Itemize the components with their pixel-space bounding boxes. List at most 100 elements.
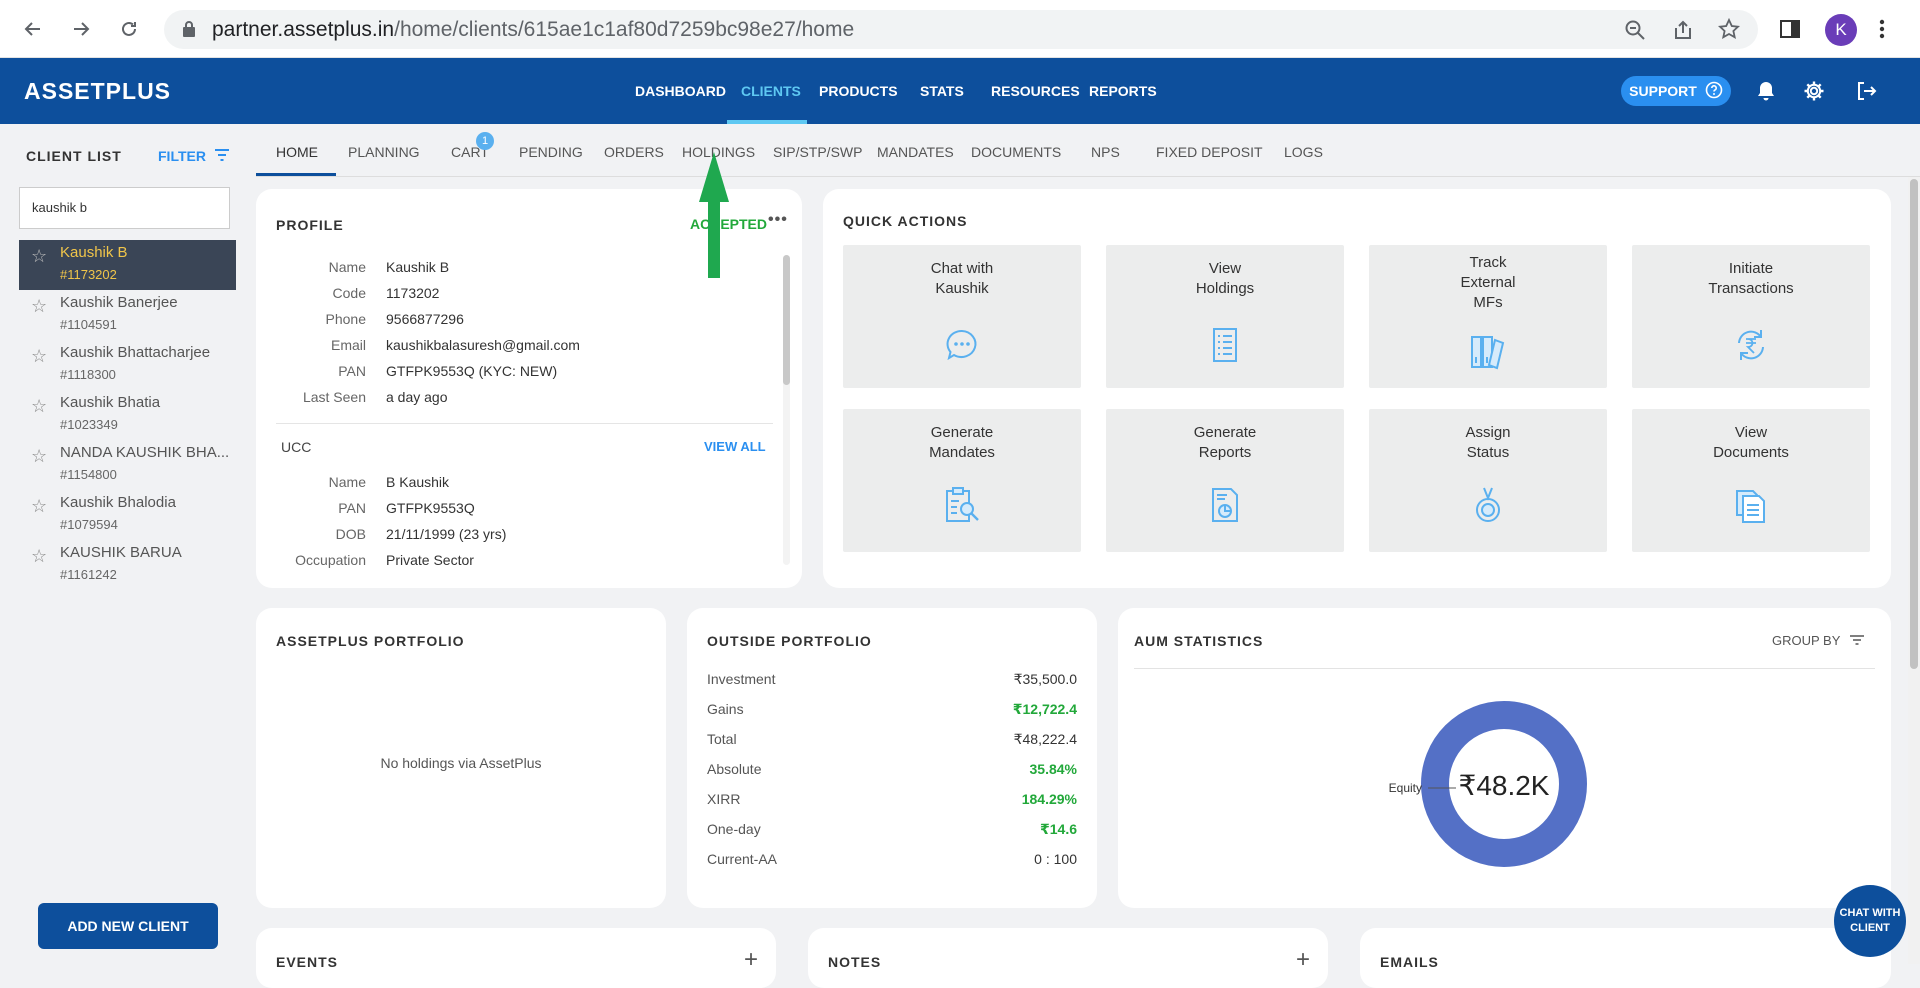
tab-fixed-deposit[interactable]: FIXED DEPOSIT: [1156, 144, 1263, 160]
nav-dashboard[interactable]: DASHBOARD: [635, 83, 726, 99]
client-item[interactable]: ☆ Kaushik B #1173202: [19, 240, 236, 290]
client-item[interactable]: ☆ Kaushik Banerjee #1104591: [19, 290, 236, 340]
outside-portfolio-title: OUTSIDE PORTFOLIO: [707, 633, 872, 649]
client-name: KAUSHIK BARUA: [60, 544, 182, 561]
star-icon[interactable]: ☆: [31, 346, 48, 366]
action-label: View Documents: [1713, 424, 1789, 461]
client-item[interactable]: ☆ Kaushik Bhalodia #1079594: [19, 490, 236, 540]
chat-with-client-action[interactable]: Chat with Kaushik: [843, 245, 1081, 388]
group-by-button[interactable]: GROUP BY: [1772, 633, 1865, 648]
notes-card: NOTES +: [808, 928, 1328, 988]
documents-icon: [1731, 485, 1771, 525]
donut-center-value: ₹48.2K: [1459, 770, 1550, 801]
client-subtabs: HOME PLANNING CART 1 PENDING ORDERS HOLD…: [256, 124, 1920, 177]
client-search-input[interactable]: kaushik b: [19, 187, 230, 229]
divider: [276, 423, 773, 424]
nav-stats[interactable]: STATS: [920, 83, 964, 99]
star-icon[interactable]: ☆: [31, 446, 48, 466]
back-icon[interactable]: [18, 14, 48, 44]
tab-planning[interactable]: PLANNING: [348, 144, 420, 160]
track-external-mfs-action[interactable]: Track External MFs: [1369, 245, 1607, 388]
initiate-transactions-action[interactable]: Initiate Transactions: [1632, 245, 1870, 388]
profile-avatar[interactable]: K: [1825, 14, 1857, 46]
url-path: /home/clients/615ae1c1af80d7259bc98e27/h…: [394, 18, 855, 41]
star-icon[interactable]: ☆: [31, 396, 48, 416]
page-scrollbar[interactable]: [1908, 177, 1920, 964]
row-label: Absolute: [707, 761, 762, 777]
url-host: partner.assetplus.in: [212, 18, 395, 41]
browser-menu-icon[interactable]: [1878, 18, 1886, 45]
nav-clients[interactable]: CLIENTS: [741, 83, 801, 99]
generate-reports-action[interactable]: Generate Reports: [1106, 409, 1344, 552]
generate-mandates-action[interactable]: Generate Mandates: [843, 409, 1081, 552]
client-item[interactable]: ☆ Kaushik Bhattacharjee #1118300: [19, 340, 236, 390]
tab-pending[interactable]: PENDING: [519, 144, 583, 160]
address-bar[interactable]: partner.assetplus.in/home/clients/615ae1…: [164, 10, 1758, 49]
notification-bell-icon[interactable]: [1753, 78, 1779, 104]
reload-icon[interactable]: [114, 14, 144, 44]
row-value: ₹12,722.4: [1012, 701, 1077, 717]
client-code: #1118300: [60, 367, 116, 382]
tab-orders[interactable]: ORDERS: [604, 144, 664, 160]
logout-icon[interactable]: [1853, 78, 1879, 104]
tab-mandates[interactable]: MANDATES: [877, 144, 954, 160]
zoom-icon[interactable]: [1624, 19, 1646, 46]
star-icon[interactable]: ☆: [31, 246, 48, 266]
client-item[interactable]: ☆ KAUSHIK BARUA #1161242: [19, 540, 236, 590]
field-label: DOB: [335, 526, 366, 542]
filter-icon: [214, 148, 230, 164]
chat-with-client-fab[interactable]: CHAT WITH CLIENT: [1834, 885, 1906, 957]
action-label: Generate Mandates: [929, 424, 995, 461]
browser-chrome: partner.assetplus.in/home/clients/615ae1…: [0, 0, 1920, 58]
lock-icon: [182, 20, 196, 43]
star-icon[interactable]: ☆: [31, 296, 48, 316]
settings-gear-icon[interactable]: [1801, 78, 1827, 104]
action-label: Track External MFs: [1460, 254, 1516, 311]
row-value: ₹35,500.0: [1013, 671, 1077, 687]
share-icon[interactable]: [1672, 19, 1694, 46]
tab-holdings[interactable]: HOLDINGS: [682, 144, 756, 160]
scroll-thumb[interactable]: [1910, 179, 1918, 669]
tab-documents[interactable]: DOCUMENTS: [971, 144, 1062, 160]
quick-actions-title: QUICK ACTIONS: [843, 213, 968, 229]
client-item[interactable]: ☆ NANDA KAUSHIK BHA... #1154800: [19, 440, 236, 490]
ucc-title: UCC: [281, 439, 312, 455]
field-value: Kaushik B: [386, 259, 450, 275]
filter-button[interactable]: FILTER: [158, 148, 230, 164]
forward-icon[interactable]: [66, 14, 96, 44]
sidepanel-icon[interactable]: [1779, 18, 1801, 45]
folders-icon: [1468, 331, 1508, 371]
client-item[interactable]: ☆ Kaushik Bhatia #1023349: [19, 390, 236, 440]
add-event-icon[interactable]: +: [744, 946, 759, 973]
active-tab-indicator: [256, 173, 336, 176]
annotation-arrow: [699, 152, 729, 283]
add-note-icon[interactable]: +: [1296, 946, 1311, 973]
tab-logs[interactable]: LOGS: [1284, 144, 1323, 160]
tab-nps[interactable]: NPS: [1091, 144, 1120, 160]
donut-slice-equity[interactable]: [1421, 701, 1587, 867]
support-button[interactable]: SUPPORT: [1621, 76, 1731, 106]
add-new-client-button[interactable]: ADD NEW CLIENT: [38, 903, 218, 949]
more-options-icon[interactable]: •••: [768, 211, 788, 228]
star-icon[interactable]: ☆: [31, 546, 48, 566]
view-all-link[interactable]: VIEW ALL: [704, 439, 766, 454]
view-documents-action[interactable]: View Documents: [1632, 409, 1870, 552]
filter-icon: [1850, 633, 1865, 648]
star-icon[interactable]: ☆: [31, 496, 48, 516]
tab-sip-stp-swp[interactable]: SIP/STP/SWP: [773, 144, 863, 160]
profile-scrollbar[interactable]: [783, 255, 790, 565]
view-holdings-action[interactable]: View Holdings: [1106, 245, 1344, 388]
row-label: One-day: [707, 821, 761, 837]
bookmark-star-icon[interactable]: [1717, 17, 1741, 45]
row-label: Current-AA: [707, 851, 778, 867]
field-label: Phone: [325, 311, 366, 327]
row-label: Total: [707, 731, 737, 747]
row-value: 184.29%: [1021, 791, 1077, 807]
nav-products[interactable]: PRODUCTS: [819, 83, 898, 99]
nav-resources[interactable]: RESOURCES: [991, 83, 1080, 99]
nav-reports[interactable]: REPORTS: [1089, 83, 1157, 99]
quick-actions-card: QUICK ACTIONS Chat with Kaushik View Hol…: [823, 189, 1891, 588]
assign-status-action[interactable]: Assign Status: [1369, 409, 1607, 552]
tab-home[interactable]: HOME: [276, 144, 318, 160]
assetplus-logo[interactable]: ASSETPLUS: [24, 78, 172, 104]
